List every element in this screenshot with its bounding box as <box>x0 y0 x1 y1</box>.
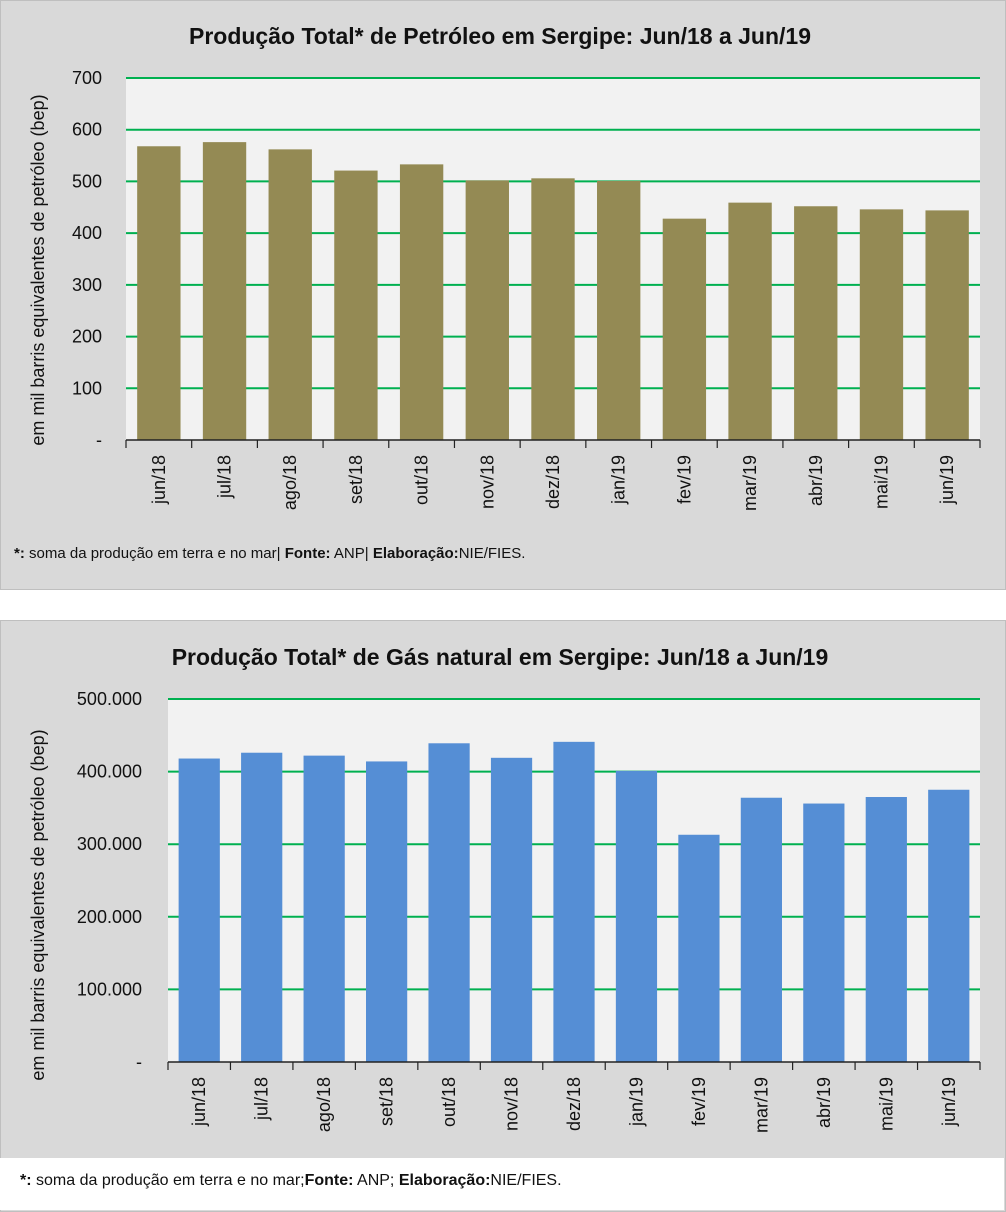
x-tick-label: nov/18 <box>502 1077 522 1131</box>
bar-out/18 <box>428 743 470 1062</box>
bar-abr/19 <box>794 206 838 440</box>
x-tick-label: jun/18 <box>189 1077 209 1127</box>
bar-jun/19 <box>925 210 969 440</box>
bar-mai/19 <box>859 209 904 440</box>
bar-jun/18 <box>178 758 220 1062</box>
y-tick-label: 400.000 <box>77 762 142 782</box>
x-tick-label: dez/18 <box>543 455 563 509</box>
x-tick-label: fev/19 <box>674 455 694 504</box>
y-axis-label: em mil barris equivalentes de petróleo (… <box>28 94 48 445</box>
gas-footnote: *: soma da produção em terra e no mar;Fo… <box>20 1172 562 1190</box>
y-tick-label: - <box>96 430 102 450</box>
x-tick-label: abr/19 <box>814 1077 834 1128</box>
bar-nov/18 <box>465 180 509 440</box>
oil-footnote: *: soma da produção em terra e no mar| F… <box>14 545 525 562</box>
y-tick-label: 400 <box>72 223 102 243</box>
x-tick-label: out/18 <box>412 455 432 505</box>
bar-ago/18 <box>268 149 312 440</box>
bar-set/18 <box>334 170 378 440</box>
x-tick-label: set/18 <box>346 455 366 504</box>
footnote-source: ANP| <box>333 545 369 562</box>
footnote-source-label: Fonte: <box>304 1172 354 1189</box>
bar-ago/18 <box>303 755 345 1062</box>
bar-nov/18 <box>490 757 533 1062</box>
chart-title: Produção Total* de Petróleo em Sergipe: … <box>189 23 811 49</box>
x-tick-label: fev/19 <box>689 1077 709 1126</box>
x-tick-label: jul/18 <box>215 455 235 499</box>
oil-production-chart: Produção Total* de Petróleo em Sergipe: … <box>28 23 981 511</box>
x-tick-label: jun/19 <box>937 455 957 505</box>
footnote-elaboration: NIE/FIES. <box>458 545 526 562</box>
footnote-source: ANP; <box>357 1172 395 1189</box>
x-tick-label: ago/18 <box>280 455 300 510</box>
x-tick-label: dez/18 <box>564 1077 584 1131</box>
x-tick-label: jan/19 <box>626 1077 646 1127</box>
y-tick-label: 200 <box>72 327 102 347</box>
x-tick-label: set/18 <box>377 1077 397 1126</box>
bar-fev/19 <box>662 218 707 440</box>
y-tick-label: 100.000 <box>77 979 142 999</box>
x-tick-label: jul/18 <box>252 1077 272 1121</box>
bar-jun/19 <box>928 789 970 1062</box>
x-tick-label: nov/18 <box>477 455 497 509</box>
x-tick-label: mar/19 <box>740 455 760 511</box>
bar-fev/19 <box>678 834 720 1062</box>
bar-jul/18 <box>202 142 247 440</box>
y-tick-label: 300.000 <box>77 834 142 854</box>
bar-mai/19 <box>865 797 907 1062</box>
footnote-elaboration-label: Elaboração: <box>398 1172 491 1189</box>
footnote-marker: *: <box>14 545 25 562</box>
y-tick-label: 700 <box>72 68 102 88</box>
bar-jan/19 <box>615 770 658 1062</box>
x-tick-label: jun/19 <box>939 1077 959 1127</box>
bar-mar/19 <box>728 202 772 440</box>
footnote-elaboration-label: Elaboração: <box>372 545 459 562</box>
bar-dez/18 <box>553 741 595 1062</box>
y-tick-label: 500 <box>72 171 102 191</box>
bar-dez/18 <box>531 178 575 440</box>
x-tick-label: ago/18 <box>314 1077 334 1132</box>
x-tick-label: mai/19 <box>876 1077 896 1131</box>
bar-jul/18 <box>241 752 283 1062</box>
x-tick-label: abr/19 <box>806 455 826 506</box>
x-tick-label: mai/19 <box>871 455 891 509</box>
x-tick-label: mar/19 <box>751 1077 771 1133</box>
y-tick-label: 100 <box>72 378 102 398</box>
y-tick-label: 300 <box>72 275 102 295</box>
bar-out/18 <box>399 164 444 440</box>
x-tick-label: jun/18 <box>149 455 169 505</box>
y-tick-label: - <box>136 1052 142 1072</box>
x-tick-label: out/18 <box>439 1077 459 1127</box>
bar-jan/19 <box>597 180 641 440</box>
chart-title: Produção Total* de Gás natural em Sergip… <box>172 644 829 670</box>
y-axis-label: em mil barris equivalentes de petróleo (… <box>28 729 48 1080</box>
footnote-marker: *: <box>20 1172 32 1189</box>
y-tick-label: 200.000 <box>77 907 142 927</box>
x-tick-label: jan/19 <box>609 455 629 505</box>
bar-jun/18 <box>137 146 181 440</box>
bar-set/18 <box>366 761 408 1062</box>
footnote-text: soma da produção em terra e no mar| <box>29 545 281 562</box>
bar-abr/19 <box>803 803 845 1062</box>
footnote-text: soma da produção em terra e no mar; <box>36 1172 305 1189</box>
footnote-elaboration: NIE/FIES. <box>490 1172 562 1189</box>
bar-mar/19 <box>740 797 782 1062</box>
footnote-source-label: Fonte: <box>284 545 331 562</box>
gas-footnote-background <box>0 1158 1004 1210</box>
y-tick-label: 600 <box>72 120 102 140</box>
y-tick-label: 500.000 <box>77 689 142 709</box>
